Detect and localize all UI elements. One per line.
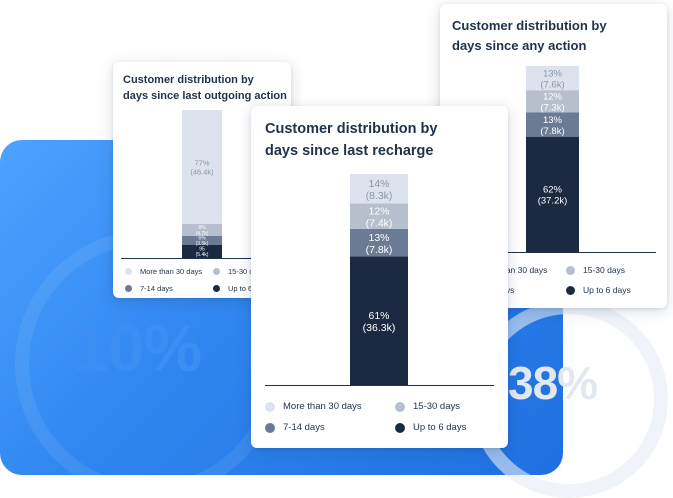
data-label-count: (5.4k) — [196, 252, 209, 258]
data-label-percent: 13% — [543, 68, 563, 79]
legend-label: 7-14 days — [283, 422, 325, 433]
bar-segment-more-than-30-days — [350, 174, 408, 204]
bar-segment-7-14-days — [182, 235, 222, 245]
legend-swatch — [125, 285, 132, 292]
big-percent-left: 10% — [72, 311, 202, 385]
data-label-count: (7.6k) — [540, 79, 564, 90]
legend-item: 15-30 days — [395, 402, 460, 412]
bar-segment-7-14-days — [526, 112, 579, 137]
data-label-count: (46.4k) — [190, 167, 214, 176]
data-label-percent: 95 — [199, 246, 205, 252]
data-label-count: (8.3k) — [366, 190, 393, 202]
stacked-bar-chart: 95(5.4k) 6%(3.5k) 8%(4.7k) 77%(46.4k) — [121, 110, 283, 259]
legend-label: Up to 6 days — [228, 284, 271, 293]
legend-label: 15-30 days — [583, 265, 626, 275]
legend-swatch — [213, 268, 220, 275]
data-label-count: (3.5k) — [196, 241, 209, 247]
data-label-count: (7.3k) — [540, 103, 564, 114]
chart-title: Customer distribution by days since any … — [452, 16, 607, 56]
legend-label: Up to 6 days — [583, 285, 631, 295]
chart-title-line2: days since any action — [452, 38, 587, 53]
chart-title-line1: Customer distribution by — [452, 18, 607, 33]
legend-item: 7-14 days — [265, 423, 325, 433]
bar-segment-7-14-days — [350, 228, 408, 257]
legend-swatch — [395, 423, 405, 433]
legend-swatch — [566, 286, 575, 295]
legend-item: 15-30 days — [566, 266, 625, 275]
data-label-percent: 77% — [194, 159, 209, 168]
data-label-count: (7.8k) — [366, 244, 393, 256]
legend-label: More than 30 days — [140, 267, 203, 276]
stacked-bar-chart: 61%(36.3k) 13%(7.8k) 12%(7.4k) 14%(8.3k) — [265, 174, 494, 386]
stacked-bar-chart: 62%(37.2k)13%(7.8k)12%(7.3k)13%(7.6k) — [452, 66, 656, 253]
chart-card-recharge: Customer distribution by days since last… — [251, 106, 508, 448]
data-label-percent: 12% — [543, 92, 563, 103]
chart-title-line2: days since last outgoing action — [123, 90, 287, 102]
legend-item: Up to 6 days — [566, 286, 631, 295]
bar-segment-more-than-30-days — [526, 66, 579, 91]
legend-swatch — [395, 402, 405, 412]
data-label-percent: 13% — [543, 115, 563, 126]
legend-item: 7-14 days — [125, 285, 173, 292]
data-label-count: (4.7k) — [196, 231, 209, 237]
bar-segment-up-to-6-days — [526, 136, 579, 252]
legend-item: Up to 6 days — [395, 423, 466, 433]
chart-title: Customer distribution by days since last… — [265, 118, 437, 162]
legend-label: More than 30 days — [283, 401, 362, 412]
bar-segment-more-than-30-days — [182, 110, 222, 224]
legend-label: 7-14 days — [140, 284, 173, 293]
legend-swatch — [265, 423, 275, 433]
bar-segment-15-30-days — [526, 90, 579, 113]
chart-title-line1: Customer distribution by — [265, 121, 438, 137]
data-label-count: (36.3k) — [363, 322, 396, 334]
legend-label: 15-30 days — [228, 267, 266, 276]
legend-label: 15-30 days — [413, 401, 461, 412]
bar-segment-up-to-6-days — [350, 256, 408, 385]
legend-item: 15-30 days — [213, 268, 265, 275]
data-label-percent: 8% — [198, 225, 206, 231]
legend-item: More than 30 days — [265, 402, 362, 412]
legend-swatch — [265, 402, 275, 412]
data-label-percent: 14% — [368, 178, 389, 190]
data-label-percent: 13% — [368, 232, 389, 244]
legend-item: Up to 6 days — [213, 285, 270, 292]
big-percent-right: 38% — [508, 357, 598, 409]
legend-swatch — [125, 268, 132, 275]
data-label-count: (7.8k) — [540, 126, 564, 137]
data-label-percent: 62% — [543, 185, 563, 196]
data-label-percent: 61% — [368, 310, 389, 322]
chart-title: Customer distribution by days since last… — [123, 72, 287, 104]
data-label-count: (7.4k) — [366, 217, 393, 229]
data-label-percent: 12% — [368, 205, 389, 217]
bar-segment-up-to-6-days — [182, 244, 222, 258]
data-label-count: (37.2k) — [538, 196, 568, 207]
legend-swatch — [213, 285, 220, 292]
chart-title-line1: Customer distribution by — [123, 74, 254, 86]
legend-item: More than 30 days — [125, 268, 202, 275]
bar-segment-15-30-days — [182, 223, 222, 236]
data-label-percent: 6% — [198, 235, 206, 241]
legend-label: Up to 6 days — [413, 422, 467, 433]
chart-title-line2: days since last recharge — [265, 143, 434, 159]
legend-label: More than 30 days — [477, 265, 548, 275]
bar-segment-15-30-days — [350, 203, 408, 229]
legend-swatch — [566, 266, 575, 275]
